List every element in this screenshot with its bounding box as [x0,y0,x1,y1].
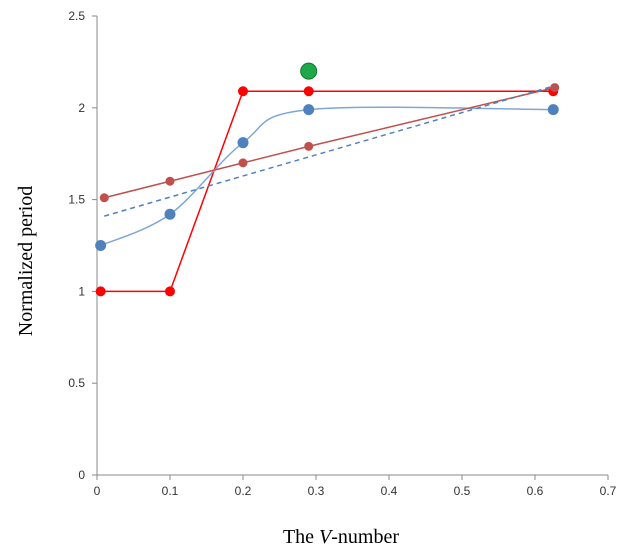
series-3-point [550,83,560,93]
y-tick-label: 1.5 [68,193,85,207]
y-tick-label: 0.5 [68,376,85,390]
x-tick-label: 0.3 [308,484,325,498]
y-tick-label: 0 [78,468,85,482]
x-axis-label-suffix: -number [331,526,399,548]
axes: 0 0.5 1 1.5 2 2.5 0 0.1 0.2 0.3 0.4 0.5 0.6 0.7 [68,9,616,498]
y-tick-label: 2 [78,101,85,115]
series-3-point [304,141,314,151]
series-2-point [95,240,107,251]
series-2-point [547,104,559,116]
x-axis-label-prefix: The [283,526,319,548]
y-tick-label: 2.5 [68,9,85,23]
x-tick-label: 0.2 [235,484,252,498]
x-tick-label: 0.7 [600,484,617,498]
series-1-point [303,86,314,97]
series-4-trendline [104,85,555,217]
series-1-point [165,286,175,297]
series-1-line [100,90,554,293]
series-3-point [165,176,175,186]
series-2-line [100,106,554,247]
x-axis-label-italic: V [319,526,334,548]
x-tick-label: 0.5 [454,484,471,498]
x-tick-label: 0.1 [162,484,179,498]
x-tick-label: 0.6 [527,484,544,498]
series-3-point [238,158,248,168]
series-2-point [237,137,249,149]
series-3-point [99,193,109,203]
x-tick-label: 0.4 [381,484,398,498]
y-axis-label: Normalized period [15,186,37,337]
x-axis-label: The V-number [283,526,399,548]
series-2-point [164,208,176,220]
x-tick-label: 0 [94,484,101,498]
series-5-point [300,62,318,80]
series-1-point [238,86,248,97]
series-2-point [303,104,315,116]
series-1-point [95,286,106,297]
y-tick-label: 1 [78,284,85,298]
series-layer [95,62,560,297]
